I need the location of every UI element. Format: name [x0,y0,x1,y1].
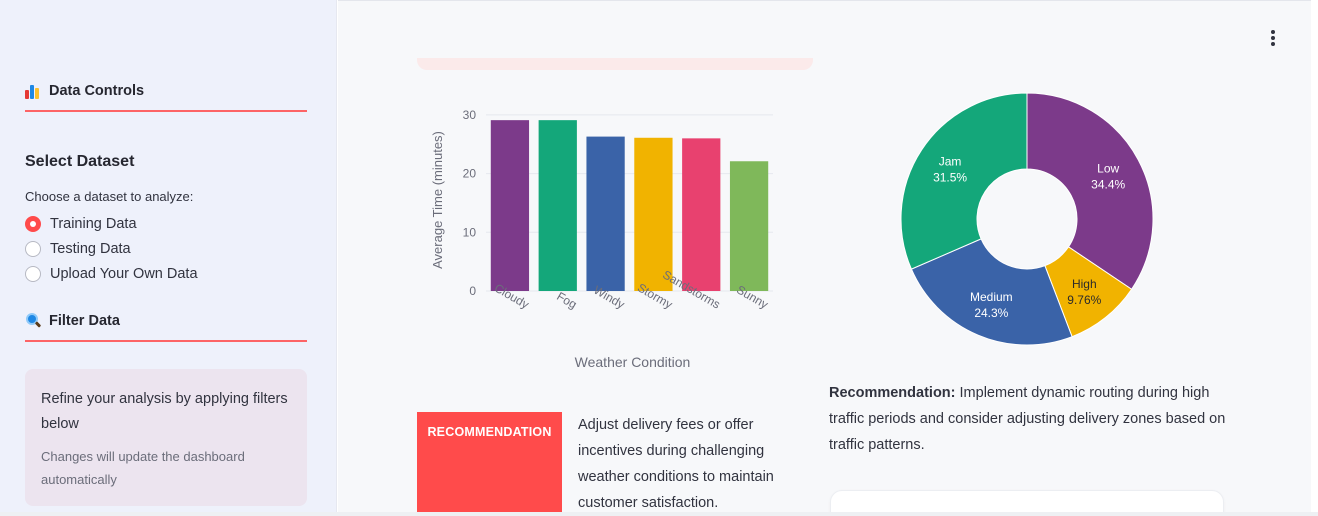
vertical-dots-icon [1271,30,1275,34]
select-dataset-section: Select Dataset Choose a dataset to analy… [25,153,307,286]
filter-data-section: Filter Data [25,313,307,342]
bar-cloudy[interactable] [490,120,530,291]
recommendation-badge: RECOMMENDATION [417,412,562,516]
slice-percent: 31.5% [933,171,967,185]
y-tick-label: 10 [463,225,477,239]
filter-data-title: Filter Data [49,313,120,329]
radio-training-data[interactable]: Training Data [25,211,307,236]
y-axis-title: Average Time (minutes) [430,131,445,269]
section-divider [25,340,307,342]
section-divider [25,110,307,112]
filter-info-subtext: Changes will update the dashboard automa… [41,449,245,487]
y-tick-label: 20 [463,167,477,181]
radio-testing-data[interactable]: Testing Data [25,236,307,261]
bar-stormy[interactable] [634,137,673,291]
y-tick-label: 30 [463,108,477,122]
radio-button[interactable] [25,265,41,282]
filter-info-box: Refine your analysis by applying filters… [25,369,307,506]
scrollbar-track[interactable] [1311,0,1318,516]
magnifier-icon [25,313,42,329]
data-controls-section: Data Controls [25,83,307,112]
slice-label: Jam [939,155,962,169]
y-tick-label: 0 [469,284,476,298]
select-dataset-title: Select Dataset [25,153,135,170]
main-menu-button[interactable] [1264,27,1282,49]
bottom-edge [0,512,1318,516]
bar-windy[interactable] [586,136,625,291]
radio-label: Upload Your Own Data [50,265,198,282]
radio-label: Training Data [50,215,137,232]
data-controls-title: Data Controls [49,83,145,99]
x-axis-title: Weather Condition [575,354,691,370]
radio-button-checked[interactable] [25,215,41,232]
sidebar: Data Controls Select Dataset Choose a da… [0,0,337,516]
slice-low[interactable] [1026,92,1154,290]
bar-chart-icon [25,84,41,99]
slice-medium[interactable] [910,238,1073,346]
slice-percent: 24.3% [974,306,1008,320]
filter-info-text: Refine your analysis by applying filters… [41,391,288,432]
dataset-radio-group: Training Data Testing Data Upload Your O… [25,211,307,286]
radio-button[interactable] [25,240,41,257]
slice-percent: 9.76% [1067,293,1101,307]
recommendation-body: Implement dynamic routing during high tr… [829,385,1226,453]
radio-label: Testing Data [50,240,131,257]
filter-data-header: Filter Data [25,313,307,329]
slice-jam[interactable] [900,92,1028,270]
previous-card-edge [417,58,813,70]
slice-label: Low [1097,162,1119,176]
slice-percent: 34.4% [1091,178,1125,192]
slice-label: High [1072,277,1097,291]
bar-sandstorms[interactable] [682,138,721,291]
recommendation-text: Adjust delivery fees or offer incentives… [578,417,774,511]
radio-upload-data[interactable]: Upload Your Own Data [25,261,307,286]
bar-sunny[interactable] [729,161,769,291]
traffic-recommendation: Recommendation: Implement dynamic routin… [829,380,1229,458]
select-dataset-caption: Choose a dataset to analyze: [25,189,194,204]
data-controls-header: Data Controls [25,83,307,99]
next-card [830,490,1224,516]
x-tick-label: Fog [554,289,579,311]
recommendation-label: Recommendation: [829,385,956,401]
traffic-donut-chart: Low 34.4% High 9.76% Medium 24.3% Jam 31.5% [900,92,1154,346]
slice-label: Medium [970,290,1013,304]
bar-fog[interactable] [538,120,577,291]
